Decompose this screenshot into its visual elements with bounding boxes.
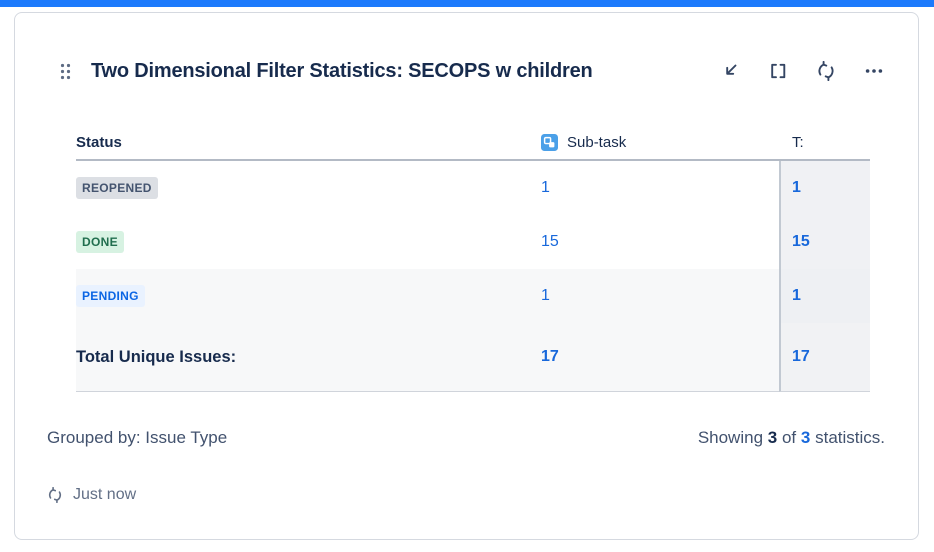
total-count-link[interactable]: 1: [792, 179, 801, 196]
refresh-status-bar: Just now: [47, 483, 136, 507]
minimize-button[interactable]: [716, 57, 744, 85]
more-button[interactable]: [860, 57, 888, 85]
gadget-header: Two Dimensional Filter Statistics: SECOP…: [55, 53, 888, 89]
showing-count: 3: [767, 428, 778, 447]
subtask-count-link[interactable]: 1: [541, 179, 550, 196]
column-header-subtask-label: Sub-task: [567, 134, 627, 151]
total-row-label-cell: Total Unique Issues:: [76, 323, 541, 392]
table-row-subtask-cell: 1: [541, 269, 779, 323]
subtask-count-link[interactable]: 1: [541, 287, 550, 304]
status-badge-done: DONE: [76, 231, 124, 253]
total-row-total-cell: 17: [779, 323, 870, 392]
table-row-status-cell: REOPENED: [76, 161, 541, 215]
showing-of: of: [781, 428, 797, 447]
showing-suffix: statistics.: [815, 428, 885, 447]
ellipsis-icon: [865, 69, 883, 73]
minimize-icon: [726, 64, 737, 75]
total-count-link[interactable]: 1: [792, 287, 801, 304]
table-row-total-cell: 1: [779, 269, 870, 323]
grouped-by-label: Grouped by: Issue Type: [47, 428, 228, 447]
showing-total-link[interactable]: 3: [800, 428, 811, 447]
showing-statistics-label: Showing 3 of 3 statistics.: [698, 428, 885, 448]
subtask-type-icon: [541, 134, 558, 151]
total-count-link[interactable]: 15: [792, 233, 810, 250]
subtask-count-link[interactable]: 15: [541, 233, 559, 250]
last-refreshed-label: Just now: [73, 486, 137, 503]
fullscreen-icon: [771, 63, 786, 79]
total-row-subtask-cell: 17: [541, 323, 779, 392]
table-row-status-cell: DONE: [76, 215, 541, 269]
subtask-grand-total-link[interactable]: 17: [541, 348, 559, 365]
table-row-total-cell: 1: [779, 161, 870, 215]
refresh-icon: [818, 61, 834, 81]
column-header-total: T:: [779, 126, 870, 161]
gadget-card: Two Dimensional Filter Statistics: SECOP…: [14, 12, 919, 540]
statistics-table: Status Sub-task T: REOPENED 1 1 DONE 15: [76, 126, 870, 392]
expand-button[interactable]: [764, 57, 792, 85]
status-badge-pending: PENDING: [76, 285, 145, 307]
showing-prefix: Showing: [697, 428, 764, 447]
table-row-total-cell: 15: [779, 215, 870, 269]
gadget-toolbar: [716, 57, 888, 85]
drag-handle-icon[interactable]: [55, 57, 75, 85]
column-header-status: Status: [76, 126, 541, 161]
gadget-meta-row: Grouped by: Issue Type Showing 3 of 3 st…: [47, 425, 885, 451]
gadget-title: Two Dimensional Filter Statistics: SECOP…: [91, 59, 593, 82]
status-badge-reopened: REOPENED: [76, 177, 158, 199]
table-row-status-cell: PENDING: [76, 269, 541, 323]
refresh-status-icon[interactable]: [47, 487, 63, 503]
table-row-subtask-cell: 1: [541, 161, 779, 215]
gadget-accent-bar: [0, 0, 934, 7]
grand-total-link[interactable]: 17: [792, 348, 810, 365]
column-header-subtask: Sub-task: [541, 126, 779, 161]
table-row-subtask-cell: 15: [541, 215, 779, 269]
refresh-button[interactable]: [812, 57, 840, 85]
total-unique-issues-label: Total Unique Issues:: [76, 347, 237, 366]
